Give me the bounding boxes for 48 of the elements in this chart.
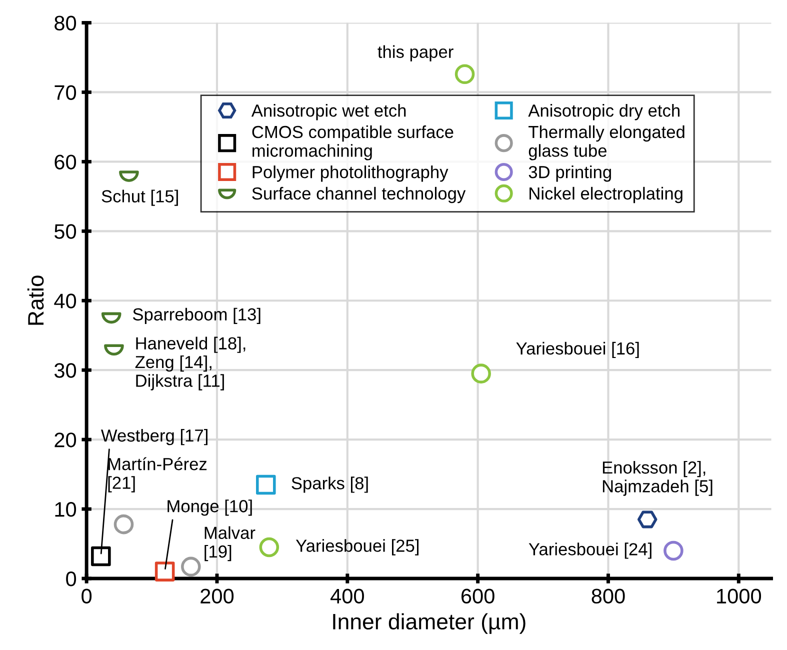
x-tick-label: 1000 [717,588,762,604]
annotation: Yariesbouei [16] [516,342,639,358]
y-tick-label: 50 [54,224,76,239]
y-tick-label: 30 [54,363,76,378]
annotation: Malvar [19] [204,526,256,562]
point [114,514,134,534]
point [259,537,280,558]
y-tick-label: 60 [54,154,76,170]
x-tick-label: 800 [592,588,625,604]
y-tick-label: 40 [54,294,76,308]
legend-label: Anisotropic wet etch [251,104,406,120]
x-tick-label: 600 [462,588,494,604]
legend-label: CMOS compatible surface micromachining [252,125,454,160]
point [181,556,201,577]
annotation: Enoksson [2], Najmzadeh [5] [602,460,712,496]
point [454,64,475,84]
y-tick-label: 70 [54,85,76,100]
legend-label: Surface channel technology [252,186,466,204]
legend-label: Anisotropic dry etch [528,104,680,120]
point [471,364,491,384]
point [154,562,175,582]
point [637,510,658,528]
annotation: Schut [15] [102,190,178,206]
annotation: Yariesbouei [25] [296,539,418,556]
legend-label: Thermally elongated glass tube [528,125,684,160]
y-tick-label: 20 [54,432,76,448]
annotation: Westberg [17] [100,428,208,446]
annotation: Haneveld [18], Zeng [14], Dijkstra [11] [135,336,246,390]
annotation: Sparks [8] [292,476,368,493]
y-tick-label: 10 [55,502,76,517]
y-tick-label: 80 [54,16,76,31]
annotation: Sparreboom [13] [132,308,260,324]
x-tick-label: 400 [330,588,364,604]
x-tick-label: 0 [82,588,92,604]
point [664,540,684,561]
legend-label: Polymer photolithography [252,166,448,182]
y-axis-title: Ratio [27,276,44,325]
x-tick-label: 200 [200,588,234,604]
point [256,474,276,495]
annotation: Monge [10] [168,500,252,516]
annotation: Martín-Pérez [21] [108,457,207,492]
x-axis-title: Inner diameter (µm) [333,613,526,634]
point [91,546,111,566]
legend-label: Nickel electroplating [530,186,682,204]
annotation: this paper [378,45,454,62]
y-tick-label: 0 [66,572,76,586]
legend-label: 3D printing [528,166,611,182]
annotation: Yariesbouei [24] [528,542,652,559]
